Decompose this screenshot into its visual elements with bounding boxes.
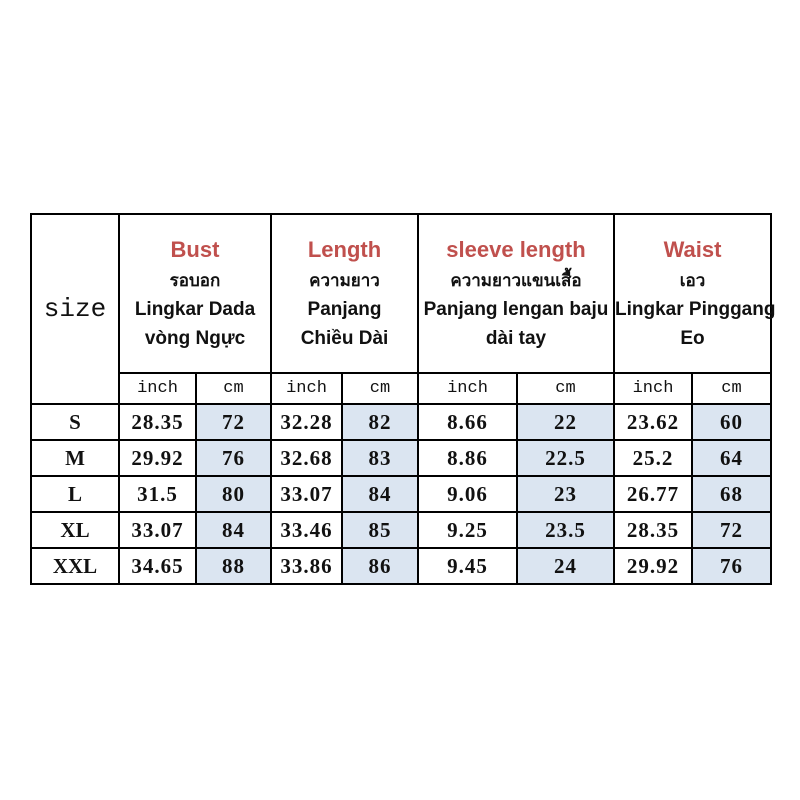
column-header-length: Length ความยาว Panjang Chiều Dài <box>270 213 419 374</box>
length-label-id: Panjang <box>307 299 382 320</box>
size-chart-table: size Bust รอบอก Lingkar Dada vòng Ngực L… <box>30 213 776 585</box>
measurement-cell: 9.45 <box>417 547 518 585</box>
size-corner-cell: size <box>30 213 120 405</box>
measurement-cell: 23.62 <box>613 403 693 441</box>
unit-header-sleeve-inch: inch <box>417 372 518 405</box>
measurement-cell: 83 <box>341 439 419 477</box>
table-header-row: size Bust รอบอก Lingkar Dada vòng Ngực L… <box>30 213 776 405</box>
size-row-label: S <box>30 403 120 441</box>
measurement-cell: 84 <box>195 511 272 549</box>
length-label-vi: Chiều Dài <box>300 328 389 349</box>
measurement-cell: 86 <box>341 547 419 585</box>
unit-header-bust-cm: cm <box>195 372 272 405</box>
table-row-l: L 31.5 80 33.07 84 9.06 23 26.77 68 <box>30 475 773 513</box>
size-row-label: M <box>30 439 120 477</box>
bust-label-id: Lingkar Dada <box>134 299 256 320</box>
measurement-cell: 72 <box>690 511 773 549</box>
measurement-cell: 72 <box>195 403 272 441</box>
waist-label-id: Lingkar Pinggang <box>615 299 776 320</box>
measurement-cell: 22 <box>516 403 615 441</box>
measurement-cell: 60 <box>690 403 773 441</box>
waist-label-th: เอว <box>679 271 706 290</box>
measurement-cell: 33.07 <box>270 475 343 513</box>
bust-label-th: รอบอก <box>169 271 221 290</box>
sleeve-label-vi: dài tay <box>485 328 547 349</box>
measurement-cell: 68 <box>690 475 773 513</box>
measurement-cell: 76 <box>690 547 773 585</box>
measurement-cell: 33.07 <box>118 511 197 549</box>
measurement-cell: 76 <box>195 439 272 477</box>
size-row-label: XL <box>30 511 120 549</box>
measurement-cell: 9.25 <box>417 511 518 549</box>
measurement-cell: 84 <box>341 475 419 513</box>
waist-label-vi: Eo <box>680 328 705 349</box>
table-row-s: S 28.35 72 32.28 82 8.66 22 23.62 60 <box>30 403 773 441</box>
column-header-sleeve-length: sleeve length ความยาวแขนเสื้อ Panjang le… <box>417 213 615 374</box>
unit-header-waist-inch: inch <box>613 372 693 405</box>
table-row-xl: XL 33.07 84 33.46 85 9.25 23.5 28.35 72 <box>30 511 773 549</box>
measurement-cell: 64 <box>690 439 773 477</box>
table-row-m: M 29.92 76 32.68 83 8.86 22.5 25.2 64 <box>30 439 773 477</box>
measurement-cell: 32.68 <box>270 439 343 477</box>
measurement-cell: 23 <box>516 475 615 513</box>
unit-header-waist-cm: cm <box>690 372 773 405</box>
sleeve-label-id: Panjang lengan baju <box>423 299 609 320</box>
measurement-cell: 23.5 <box>516 511 615 549</box>
measurement-cell: 24 <box>516 547 615 585</box>
measurement-cell: 26.77 <box>613 475 693 513</box>
unit-header-bust-inch: inch <box>118 372 197 405</box>
bust-label-vi: vòng Ngực <box>144 328 246 349</box>
measurement-cell: 34.65 <box>118 547 197 585</box>
measurement-cell: 32.28 <box>270 403 343 441</box>
measurement-cell: 85 <box>341 511 419 549</box>
measurement-cell: 8.66 <box>417 403 518 441</box>
measurement-cell: 80 <box>195 475 272 513</box>
waist-label-en: Waist <box>663 237 722 262</box>
table-units-row: inch cm inch cm inch cm inch cm <box>31 372 773 405</box>
measurement-cell: 33.86 <box>270 547 343 585</box>
length-label-th: ความยาว <box>309 271 380 290</box>
sleeve-label-th: ความยาวแขนเสื้อ <box>450 271 582 290</box>
size-row-label: XXL <box>30 547 120 585</box>
measurement-cell: 8.86 <box>417 439 518 477</box>
measurement-cell: 28.35 <box>613 511 693 549</box>
measurement-cell: 88 <box>195 547 272 585</box>
measurement-cell: 25.2 <box>613 439 693 477</box>
sleeve-label-en: sleeve length <box>446 237 586 262</box>
measurement-cell: 22.5 <box>516 439 615 477</box>
measurement-cell: 29.92 <box>613 547 693 585</box>
size-row-label: L <box>30 475 120 513</box>
measurement-cell: 9.06 <box>417 475 518 513</box>
length-label-en: Length <box>307 237 382 262</box>
column-header-waist: Waist เอว Lingkar Pinggang Eo <box>612 213 776 374</box>
unit-header-sleeve-cm: cm <box>516 372 615 405</box>
measurement-cell: 28.35 <box>118 403 197 441</box>
measurement-cell: 33.46 <box>270 511 343 549</box>
column-header-bust: Bust รอบอก Lingkar Dada vòng Ngực <box>118 213 272 374</box>
table-row-xxl: XXL 34.65 88 33.86 86 9.45 24 29.92 76 <box>30 547 773 585</box>
unit-header-length-inch: inch <box>270 372 343 405</box>
measurement-cell: 31.5 <box>118 475 197 513</box>
measurement-cell: 29.92 <box>118 439 197 477</box>
measurement-cell: 82 <box>341 403 419 441</box>
bust-label-en: Bust <box>170 237 220 262</box>
unit-header-length-cm: cm <box>341 372 419 405</box>
